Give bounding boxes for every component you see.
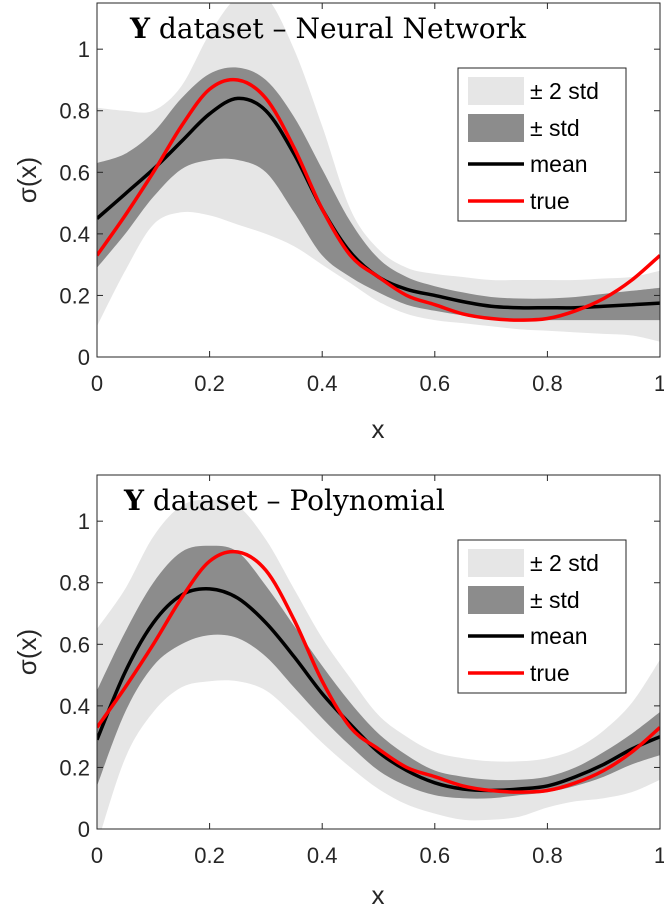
legend-swatch-2std (468, 77, 524, 105)
legend: ± 2 std ± std mean true (457, 67, 627, 222)
legend-swatch-2std (468, 549, 524, 577)
x-tick-label: 0.2 (194, 843, 225, 868)
y-tick-label: 0.6 (59, 160, 90, 185)
x-tick-label: 0.6 (420, 371, 451, 396)
x-tick-label: 0.8 (532, 843, 563, 868)
x-tick-label: 0.6 (420, 843, 451, 868)
legend-label-2std: ± 2 std (530, 78, 599, 104)
y-axis: 0 0.2 0.4 0.6 0.8 1 σ(x) (12, 37, 90, 370)
x-tick-label: 0 (91, 371, 103, 396)
x-axis: 0 0.2 0.4 0.6 0.8 1 x (91, 843, 664, 909)
y-tick-label: 0.6 (59, 632, 90, 657)
y-tick-label: 1 (78, 37, 90, 62)
chart-title: Y dataset – Polynomial (123, 484, 445, 517)
chart-title-rest: dataset – Neural Network (150, 12, 527, 45)
band-1std (97, 545, 660, 799)
y-axis-label: σ(x) (12, 157, 42, 203)
band-1std (97, 67, 660, 321)
y-tick-label: 0.8 (59, 571, 90, 596)
legend-swatch-1std (468, 114, 524, 142)
x-tick-label: 0 (91, 843, 103, 868)
x-tick-label: 0.4 (307, 371, 338, 396)
x-tick-label: 0.2 (194, 371, 225, 396)
chart-title-bold: Y (129, 12, 151, 45)
x-axis-label: x (372, 880, 385, 909)
series-line-true (97, 77, 660, 322)
y-tick-label: 0.8 (59, 99, 90, 124)
y-tick-label: 0 (78, 817, 90, 842)
x-tick-label: 1 (654, 371, 664, 396)
legend-label-mean: mean (530, 623, 588, 649)
plot-frame (96, 2, 661, 358)
chart-title: Y dataset – Neural Network (129, 12, 527, 45)
y-tick-label: 0 (78, 345, 90, 370)
series-line-true (97, 549, 660, 794)
chart-panel-polynomial: 0 0.2 0.4 0.6 0.8 1 x 0 0.2 0.4 0.6 0.8 … (12, 474, 664, 909)
plot-frame (96, 474, 661, 830)
x-tick-label: 1 (654, 843, 664, 868)
y-axis: 0 0.2 0.4 0.6 0.8 1 σ(x) (12, 509, 90, 842)
legend-label-2std: ± 2 std (530, 550, 599, 576)
legend-label-true: true (530, 188, 570, 214)
legend-label-mean: mean (530, 151, 588, 177)
chart-panel-neural-network: 0 0.2 0.4 0.6 0.8 1 x 0 0.2 0.4 0.6 0.8 … (12, 2, 664, 444)
legend-label-true: true (530, 660, 570, 686)
chart-title-rest: dataset – Polynomial (144, 484, 445, 517)
legend-label-1std: ± std (530, 115, 580, 141)
x-axis-label: x (372, 414, 385, 444)
legend-label-1std: ± std (530, 587, 580, 613)
legend-swatch-1std (468, 586, 524, 614)
x-tick-label: 0.8 (532, 371, 563, 396)
y-tick-label: 1 (78, 509, 90, 534)
x-axis: 0 0.2 0.4 0.6 0.8 1 x (91, 371, 664, 444)
y-tick-label: 0.4 (59, 222, 90, 247)
y-tick-label: 0.2 (59, 283, 90, 308)
y-tick-label: 0.4 (59, 694, 90, 719)
x-tick-label: 0.4 (307, 843, 338, 868)
chart-title-bold: Y (123, 484, 145, 517)
y-axis-label: σ(x) (12, 629, 42, 675)
y-tick-label: 0.2 (59, 755, 90, 780)
legend: ± 2 std ± std mean true (457, 539, 627, 694)
